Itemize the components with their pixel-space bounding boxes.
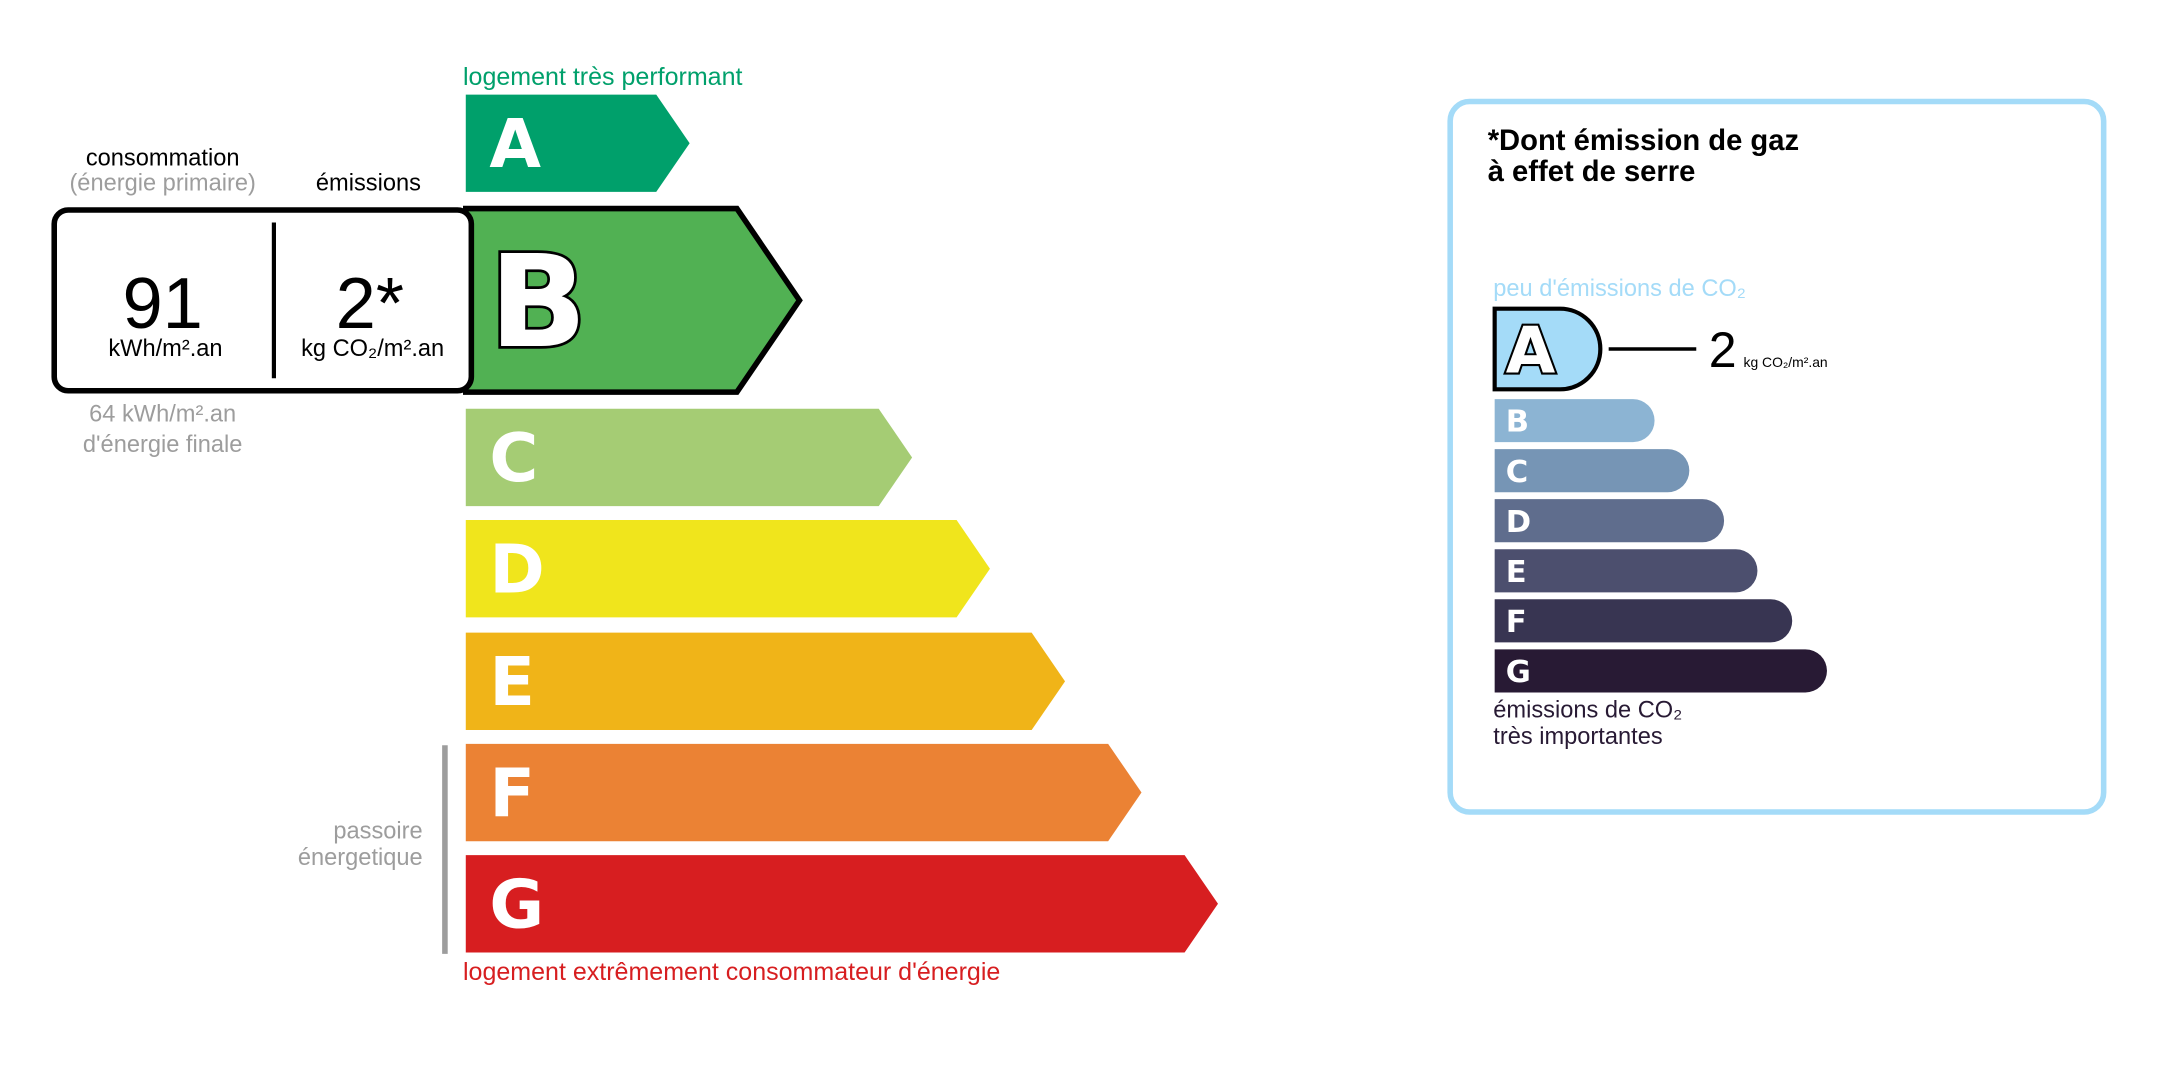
ghg-bar [1492,306,1603,392]
ghg-top-label: peu d'émissions de CO₂ [1493,276,1746,302]
energy-class-f: F [465,743,1142,842]
energy-arrow [465,520,990,618]
ghg-bar [1494,399,1655,443]
ghg-class-d: D [1494,499,1725,543]
energy-arrow [465,408,913,507]
ghg-title: *Dont émission de gaz [1488,125,1799,157]
passoire-label: passoire [333,818,422,844]
ghg-value: 2 [1709,322,1737,378]
ghg-bar [1494,549,1758,593]
ghg-class-e: E [1494,549,1758,593]
energy-letter: C [489,419,538,497]
ghg-unit: kg CO₂/m².an [1744,354,1828,370]
energy-letter: A [489,105,541,183]
energy-class-g: G [465,855,1218,953]
ghg-bottom-label-2: très importantes [1493,724,1662,750]
final-energy-label: d'énergie finale [83,432,243,458]
energy-letter: D [489,530,544,608]
ghg-letter: B [1506,405,1529,440]
ghg-bar [1494,649,1827,693]
emissions-unit: kg CO₂/m².an [301,336,444,362]
ghg-bar [1494,599,1793,643]
energy-arrow [465,743,1142,842]
emissions-value: 2* [336,264,404,344]
passoire-label-2: énergetique [298,845,423,871]
ghg-class-g: G [1494,649,1827,693]
energy-class-d: D [465,520,990,618]
ghg-class-c: C [1494,449,1690,493]
energy-class-c: C [465,408,913,507]
emissions-header: émissions [316,171,421,197]
energy-arrow [465,632,1066,730]
ghg-letter: C [1506,455,1528,490]
final-energy-value: 64 kWh/m².an [89,401,236,427]
ghg-class-b: B [1494,399,1655,443]
ghg-letter: E [1506,555,1527,590]
energy-letter: G [489,865,544,943]
ghg-class-a: A [1492,306,1603,392]
ghg-bar [1494,449,1690,493]
energy-class-b: B [462,205,803,395]
consumption-unit: kWh/m².an [108,336,222,362]
energy-arrow [465,94,690,192]
ghg-letter: G [1506,655,1531,690]
energy-letter: E [489,643,535,721]
consumption-value: 91 [122,264,202,344]
energy-class-a: A [465,94,690,192]
ghg-title-2: à effet de serre [1488,156,1696,188]
ghg-bottom-label: émissions de CO₂ [1493,697,1682,723]
energy-class-e: E [465,632,1066,730]
ghg-bar [1494,499,1725,543]
ghg-letter: A [1506,315,1556,389]
ghg-class-f: F [1494,599,1793,643]
energy-letter: B [489,228,587,377]
consumption-subheader: (énergie primaire) [69,171,255,197]
bottom-label: logement extrêmement consommateur d'éner… [463,958,1000,986]
top-label: logement très performant [463,63,743,91]
ghg-letter: D [1506,505,1531,540]
consumption-header: consommation [86,145,240,171]
indicator-box [51,207,475,394]
energy-arrow [465,855,1218,953]
energy-letter: F [489,754,535,832]
ghg-letter: F [1506,605,1527,640]
